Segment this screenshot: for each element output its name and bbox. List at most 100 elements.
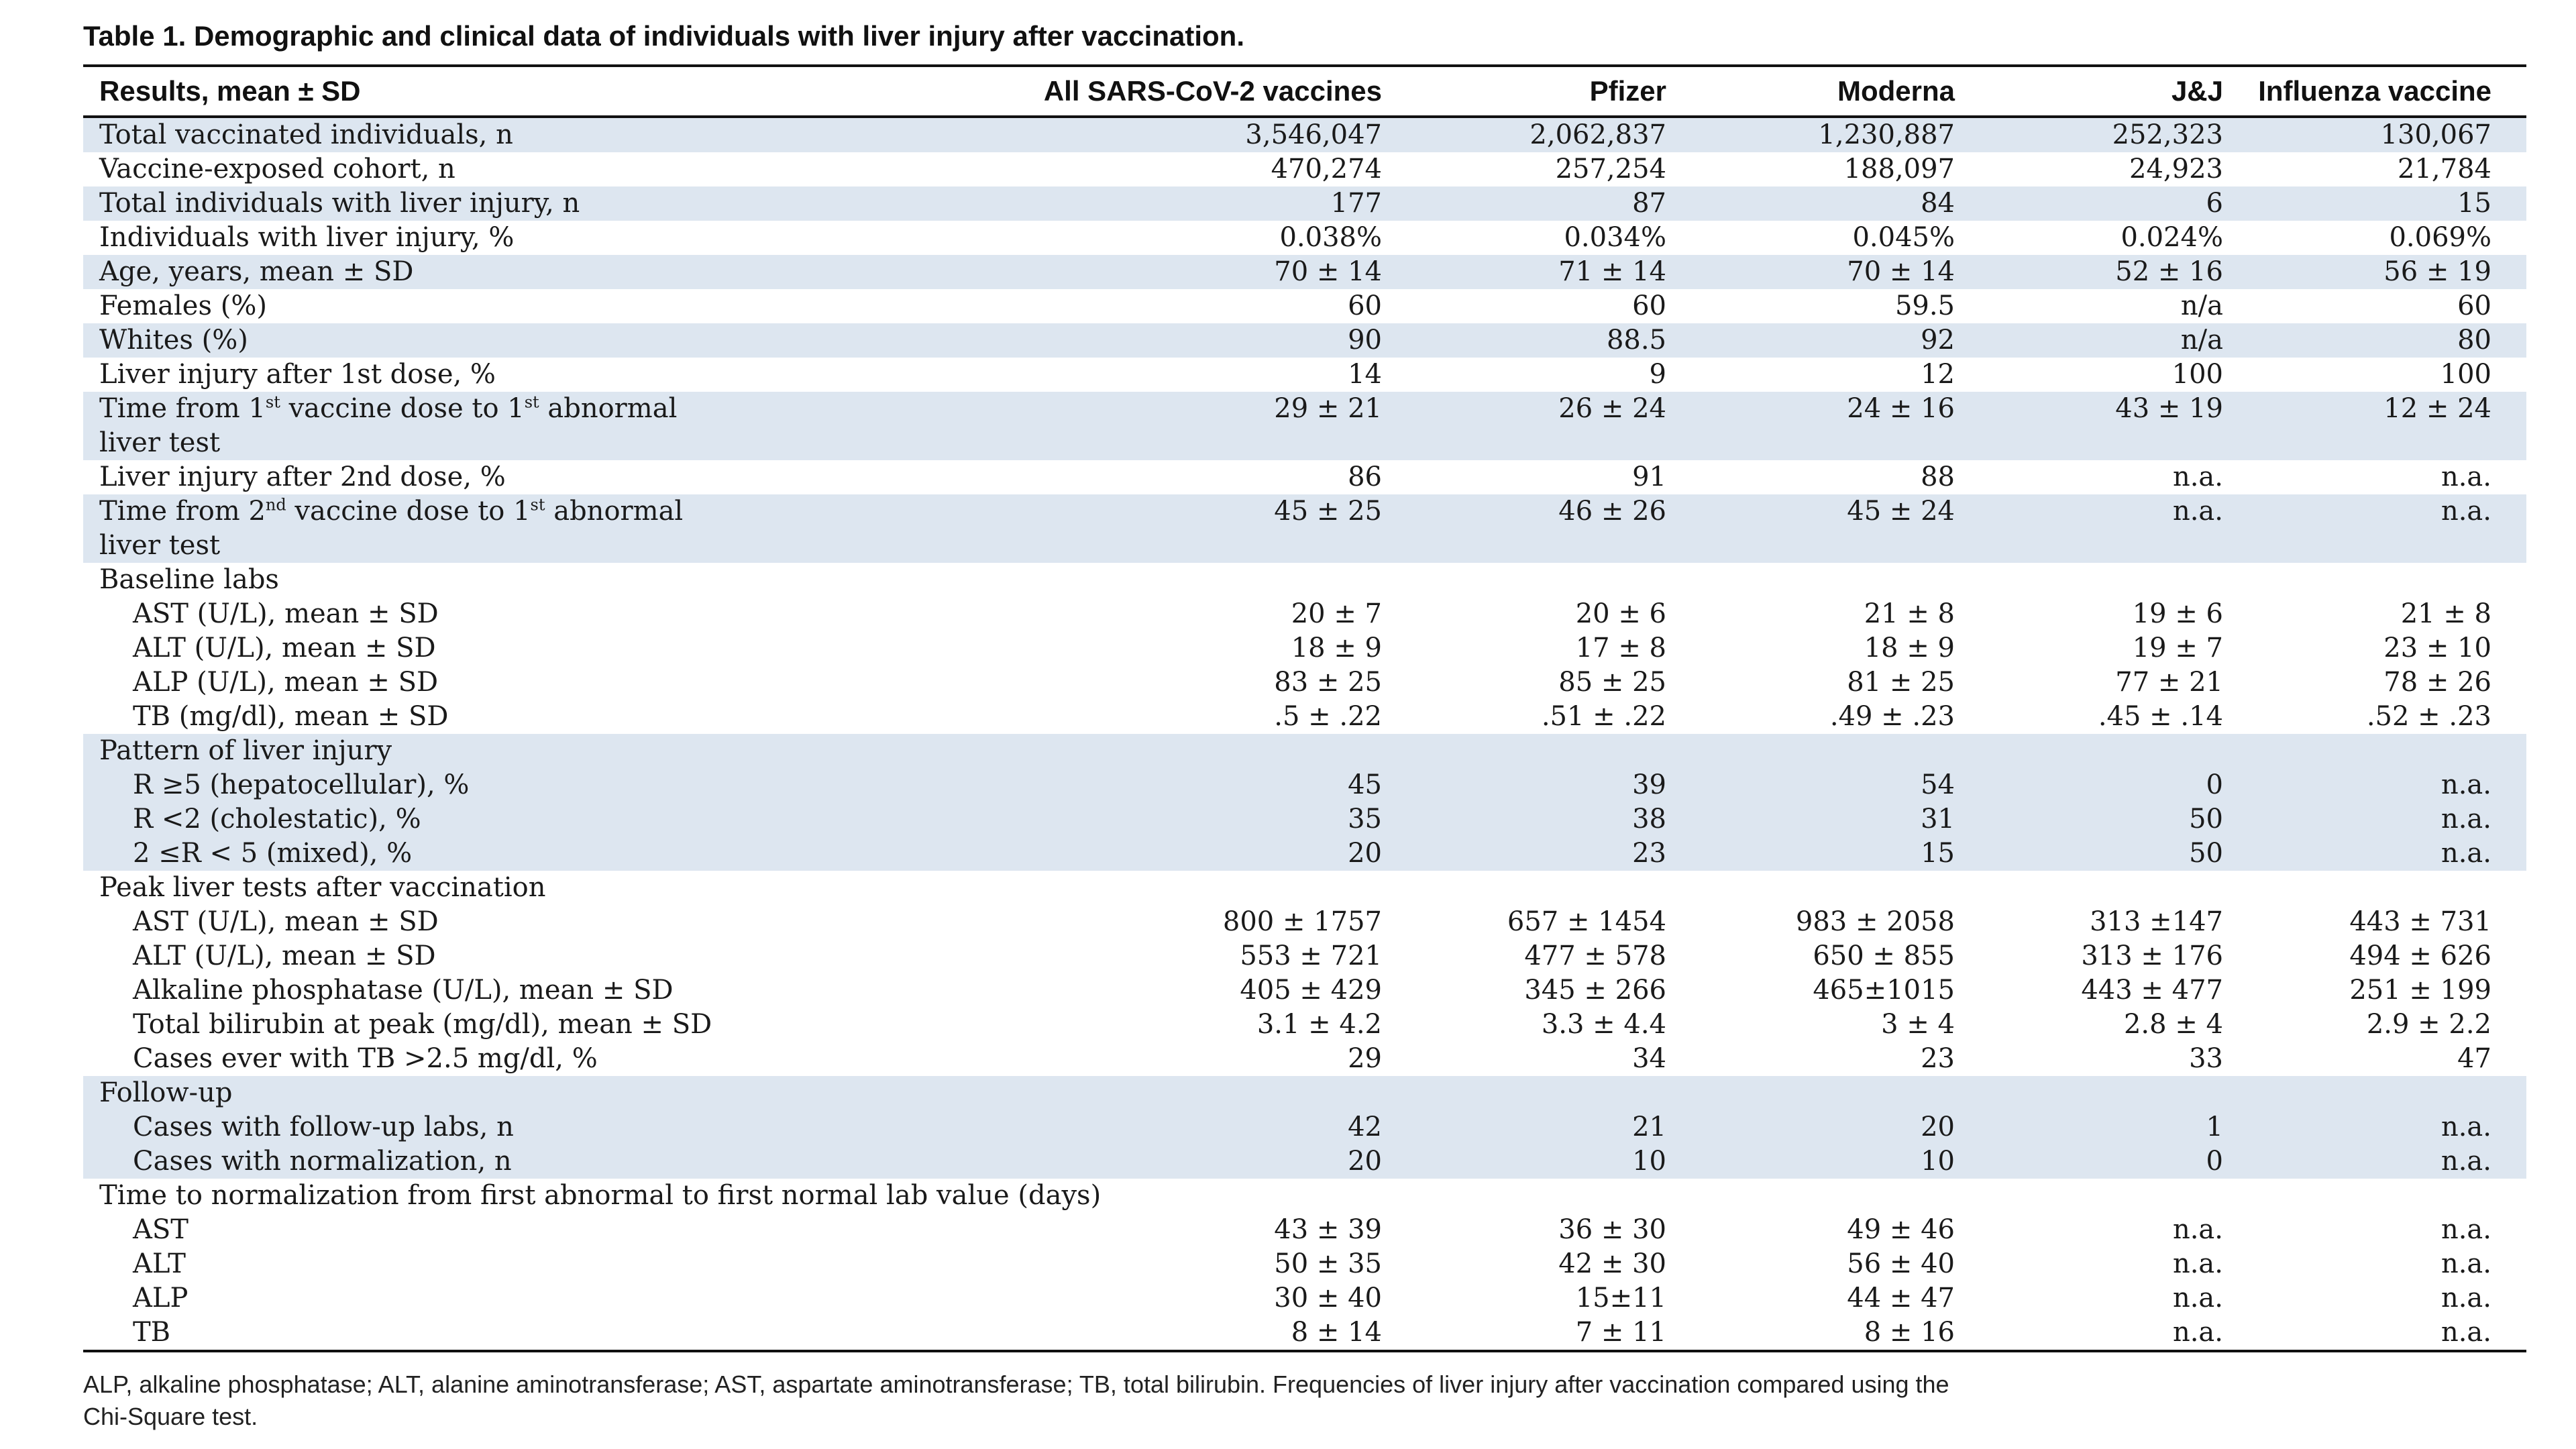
table-row: Individuals with liver injury, % 0.038% … — [83, 221, 2526, 255]
cell-pfizer: 91 — [1632, 462, 1666, 492]
cell-influenza: 21,784 — [2398, 154, 2491, 184]
cell-influenza: n.a. — [2440, 1248, 2491, 1279]
row-label: AST — [133, 1214, 189, 1245]
cell-all: .5 ± .22 — [1274, 701, 1382, 732]
cell-influenza: 100 — [2440, 359, 2491, 390]
table-row: Liver injury after 1st dose, % 14 9 12 1… — [83, 358, 2526, 392]
cell-pfizer: 46 ± 26 — [1558, 496, 1666, 527]
cell-all: 20 ± 7 — [1291, 598, 1382, 629]
table-row: AST (U/L), mean ± SD 20 ± 7 20 ± 6 21 ± … — [83, 597, 2526, 631]
cell-all: 0.038% — [1279, 222, 1382, 253]
cell-all: 43 ± 39 — [1274, 1214, 1382, 1245]
cell-moderna: 56 ± 40 — [1847, 1248, 1955, 1279]
row-label: R ≥5 (hepatocellular), % — [133, 769, 470, 800]
cell-pfizer: 60 — [1632, 290, 1666, 321]
cell-pfizer: 87 — [1632, 188, 1666, 219]
row-label: 2 ≤R < 5 (mixed), % — [133, 838, 413, 869]
cell-influenza: 130,067 — [2380, 119, 2491, 150]
cell-all: 60 — [1348, 290, 1382, 321]
cell-all: 470,274 — [1271, 154, 1382, 184]
cell-pfizer: 71 ± 14 — [1558, 256, 1666, 287]
cell-influenza: 0.069% — [2389, 222, 2491, 253]
cell-jj: 0.024% — [2121, 222, 2223, 253]
cell-all: 70 ± 14 — [1274, 256, 1382, 287]
cell-moderna: 24 ± 16 — [1847, 393, 1955, 424]
row-label: Vaccine-exposed cohort, n — [99, 154, 455, 184]
row-label: Time from 1st vaccine dose to 1st abnorm… — [99, 392, 678, 458]
cell-moderna: 84 — [1921, 188, 1955, 219]
cell-influenza: n.a. — [2440, 804, 2491, 835]
row-label: Females (%) — [99, 290, 267, 321]
table-row: ALT 50 ± 35 42 ± 30 56 ± 40 n.a. n.a. — [83, 1247, 2526, 1281]
cell-pfizer: 38 — [1632, 804, 1666, 835]
cell-jj: 100 — [2171, 359, 2223, 390]
table-row: ALP (U/L), mean ± SD 83 ± 25 85 ± 25 81 … — [83, 665, 2526, 700]
header-moderna: Moderna — [1837, 75, 1955, 107]
cell-jj: 0 — [2206, 1146, 2223, 1177]
cell-moderna: 49 ± 46 — [1847, 1214, 1955, 1245]
cell-all: 45 — [1348, 769, 1382, 800]
cell-moderna: 8 ± 16 — [1864, 1317, 1955, 1348]
cell-influenza: 15 — [2457, 188, 2491, 219]
cell-pfizer: 85 ± 25 — [1558, 667, 1666, 698]
cell-jj: 43 ± 19 — [2115, 393, 2223, 424]
top-rule — [83, 64, 2526, 67]
cell-moderna: 15 — [1921, 838, 1955, 869]
cell-jj: 6 — [2206, 188, 2223, 219]
cell-jj: 50 — [2189, 804, 2223, 835]
cell-influenza: n.a. — [2440, 496, 2491, 527]
row-label: Cases with normalization, n — [133, 1146, 512, 1177]
cell-all: 42 — [1348, 1112, 1382, 1142]
cell-moderna: 70 ± 14 — [1847, 256, 1955, 287]
cell-influenza: .52 ± .23 — [2366, 701, 2491, 732]
cell-pfizer: 15±11 — [1575, 1283, 1666, 1313]
cell-moderna: 12 — [1921, 359, 1955, 390]
row-label: ALT — [133, 1248, 186, 1279]
cell-moderna: 59.5 — [1894, 290, 1955, 321]
row-label: Time from 2nd vaccine dose to 1st abnorm… — [99, 495, 684, 561]
footnote-line-1: ALP, alkaline phosphatase; ALT, alanine … — [83, 1371, 1949, 1398]
cell-jj: 313 ±147 — [2090, 906, 2223, 937]
table-row: ALT (U/L), mean ± SD 18 ± 9 17 ± 8 18 ± … — [83, 631, 2526, 665]
row-label: Individuals with liver injury, % — [99, 222, 515, 253]
cell-influenza: n.a. — [2440, 838, 2491, 869]
cell-influenza: 47 — [2457, 1043, 2491, 1074]
cell-influenza: n.a. — [2440, 1317, 2491, 1348]
cell-jj: n.a. — [2172, 1214, 2223, 1245]
cell-moderna: 54 — [1921, 769, 1955, 800]
cell-jj: n/a — [2180, 325, 2223, 356]
cell-pfizer: 2,062,837 — [1529, 119, 1666, 150]
table-row: Vaccine-exposed cohort, n 470,274 257,25… — [83, 152, 2526, 186]
cell-moderna: 465±1015 — [1813, 975, 1955, 1006]
cell-moderna: 92 — [1921, 325, 1955, 356]
cell-pfizer: 26 ± 24 — [1558, 393, 1666, 424]
cell-jj: 252,323 — [2112, 119, 2223, 150]
cell-pfizer: 7 ± 11 — [1575, 1317, 1666, 1348]
section-row: Baseline labs — [83, 563, 2526, 597]
header-jj: J&J — [2171, 75, 2223, 107]
cell-influenza: 80 — [2457, 325, 2491, 356]
cell-influenza: n.a. — [2440, 462, 2491, 492]
cell-all: 3,546,047 — [1245, 119, 1382, 150]
cell-jj: n/a — [2180, 290, 2223, 321]
row-label: TB (mg/dl), mean ± SD — [133, 701, 449, 732]
bottom-rule — [83, 1350, 2526, 1352]
cell-moderna: 650 ± 855 — [1813, 941, 1955, 971]
cell-moderna: 88 — [1921, 462, 1955, 492]
section-label: Peak liver tests after vaccination — [99, 872, 546, 903]
section-row: Peak liver tests after vaccination — [83, 871, 2526, 905]
header-influenza: Influenza vaccine — [2258, 75, 2491, 107]
table-row: Liver injury after 2nd dose, % 86 91 88 … — [83, 460, 2526, 494]
cell-influenza: 78 ± 26 — [2383, 667, 2491, 698]
cell-jj: n.a. — [2172, 496, 2223, 527]
cell-influenza: n.a. — [2440, 1283, 2491, 1313]
cell-moderna: 983 ± 2058 — [1795, 906, 1955, 937]
table-row: Age, years, mean ± SD 70 ± 14 71 ± 14 70… — [83, 255, 2526, 289]
row-label: ALT (U/L), mean ± SD — [133, 941, 436, 971]
cell-jj: 0 — [2206, 769, 2223, 800]
cell-influenza: 12 ± 24 — [2383, 393, 2491, 424]
cell-moderna: 23 — [1921, 1043, 1955, 1074]
cell-all: 29 — [1348, 1043, 1382, 1074]
cell-pfizer: 477 ± 578 — [1524, 941, 1666, 971]
cell-influenza: n.a. — [2440, 769, 2491, 800]
